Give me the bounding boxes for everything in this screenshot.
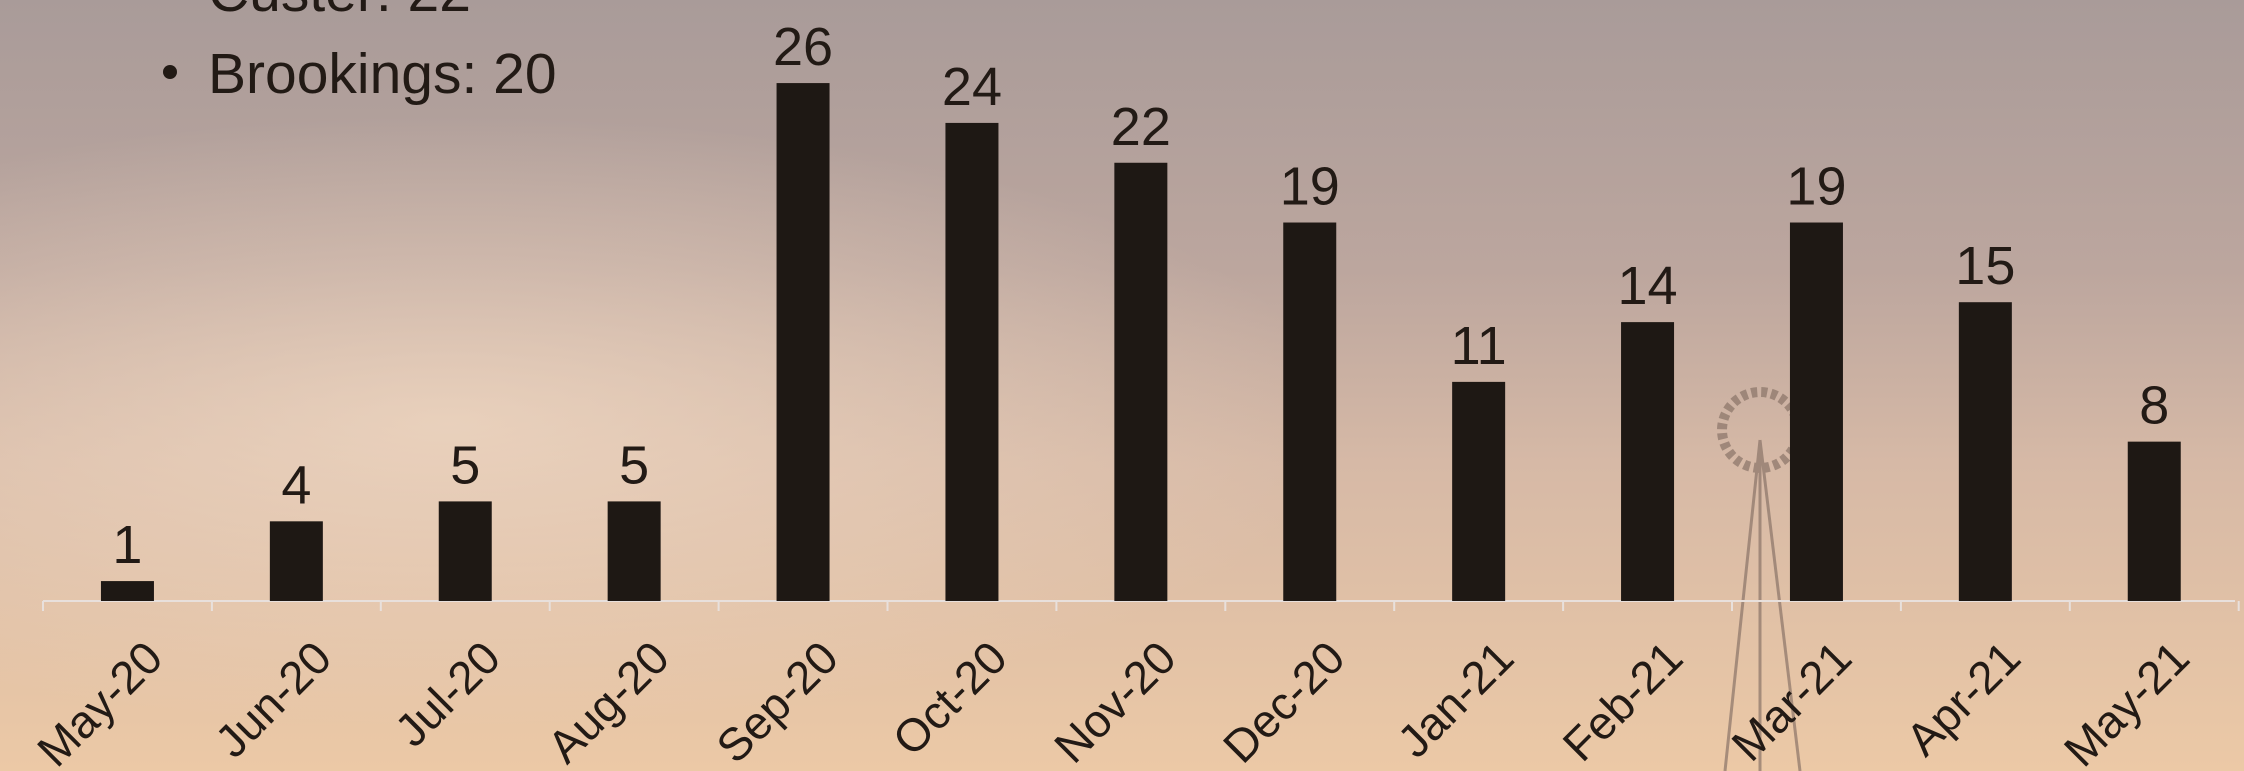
bullet-text: Custer: 22: [208, 0, 471, 24]
data-label: 5: [619, 435, 649, 495]
bar: [2127, 441, 2181, 601]
data-label: 22: [1111, 97, 1171, 157]
bar: [1958, 302, 2012, 601]
data-label: 11: [1451, 316, 1507, 376]
data-label: 19: [1280, 157, 1340, 217]
bullet-list: Custer: 22 Brookings: 20: [163, 0, 557, 106]
data-label: 15: [1955, 236, 2015, 296]
data-label: 4: [281, 455, 311, 515]
bar: [1789, 222, 1843, 601]
data-label: 5: [450, 435, 480, 495]
bar: [1621, 322, 1675, 601]
bullet-text: Brookings: 20: [208, 42, 557, 106]
data-label: 8: [2139, 376, 2169, 436]
data-label: 19: [1786, 157, 1846, 217]
bar: [100, 581, 154, 601]
bar: [1283, 222, 1337, 601]
bar: [1114, 162, 1168, 601]
data-label: 1: [112, 515, 142, 575]
bar: [1452, 381, 1506, 601]
bar: [269, 521, 323, 601]
bar: [438, 501, 492, 601]
bar: [607, 501, 661, 601]
bar: [776, 83, 830, 601]
bullet: [163, 65, 177, 79]
data-label: 24: [942, 57, 1002, 117]
data-label: 26: [773, 17, 833, 77]
data-label: 14: [1618, 256, 1678, 316]
bar: [945, 122, 999, 602]
